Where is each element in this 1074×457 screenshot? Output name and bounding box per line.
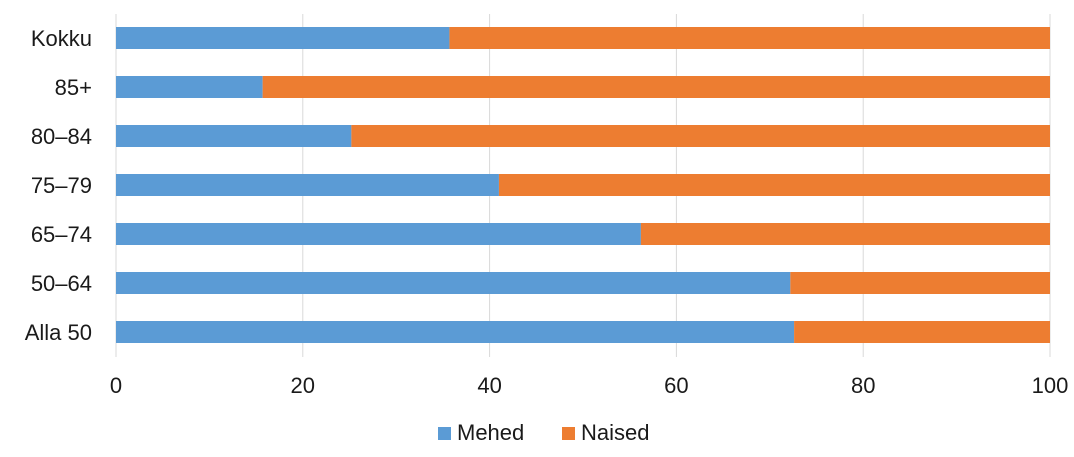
bar-naised-2 [351, 125, 1050, 147]
legend-swatch-naised [562, 427, 575, 440]
x-tick-label: 100 [1032, 373, 1069, 398]
bar-mehed-0 [116, 27, 450, 49]
legend-item-naised: Naised [562, 420, 649, 445]
legend-label: Mehed [457, 420, 524, 445]
x-tick-label: 0 [110, 373, 122, 398]
bar-naised-4 [640, 223, 1050, 245]
bar-mehed-2 [116, 125, 352, 147]
bar-naised-3 [498, 174, 1050, 196]
bar-mehed-3 [116, 174, 499, 196]
bar-naised-5 [790, 272, 1050, 294]
x-tick-label: 20 [291, 373, 315, 398]
bar-mehed-1 [116, 76, 263, 98]
x-tick-labels: 0 20 40 60 80 100 [110, 373, 1068, 398]
legend-swatch-mehed [438, 427, 451, 440]
category-labels: Kokku 85+ 80–84 75–79 65–74 50–64 Alla 50 [25, 26, 92, 345]
bar-naised-0 [449, 27, 1050, 49]
bar-mehed-5 [116, 272, 791, 294]
x-tick-label: 60 [664, 373, 688, 398]
category-label: Alla 50 [25, 320, 92, 345]
legend: Mehed Naised [438, 420, 649, 445]
legend-item-mehed: Mehed [438, 420, 524, 445]
bar-mehed-6 [116, 321, 795, 343]
legend-label: Naised [581, 420, 649, 445]
category-label: 80–84 [31, 124, 92, 149]
bar-naised-6 [794, 321, 1050, 343]
category-label: 75–79 [31, 173, 92, 198]
x-tick-label: 80 [851, 373, 875, 398]
category-label: 85+ [55, 75, 92, 100]
x-tick-label: 40 [477, 373, 501, 398]
bars [116, 27, 1050, 343]
category-label: Kokku [31, 26, 92, 51]
category-label: 65–74 [31, 222, 92, 247]
category-label: 50–64 [31, 271, 92, 296]
bar-naised-1 [262, 76, 1050, 98]
bar-mehed-4 [116, 223, 641, 245]
